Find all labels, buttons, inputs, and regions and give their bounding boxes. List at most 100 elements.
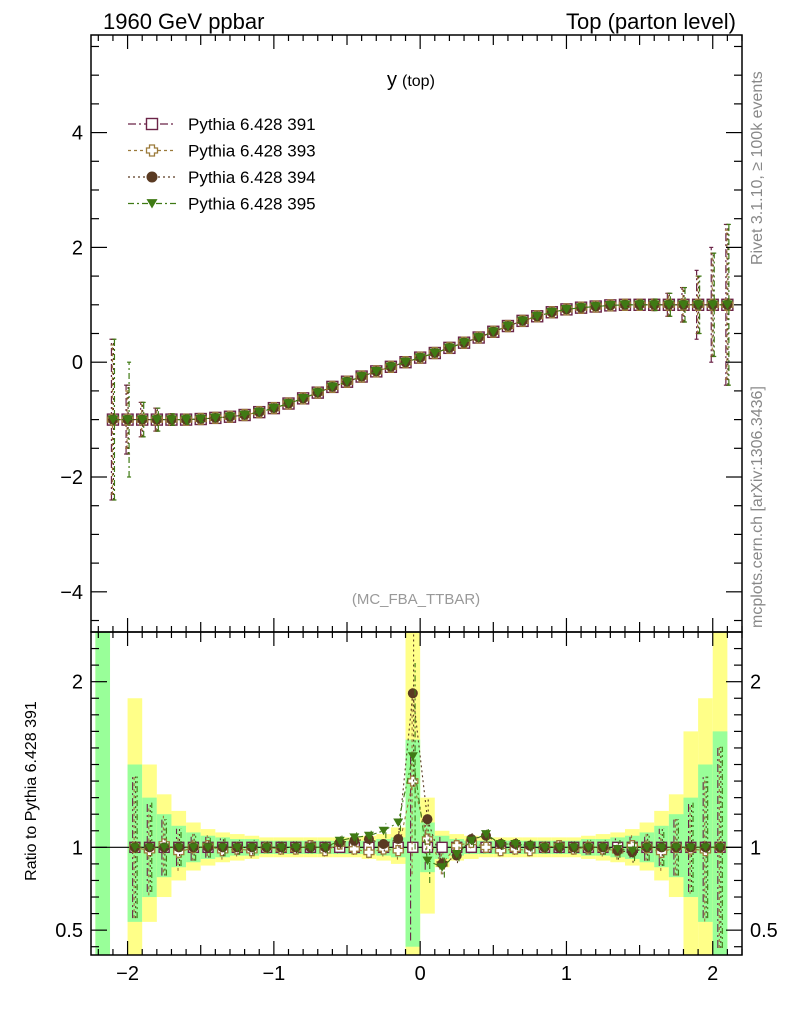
ratio-series-1-point-18 <box>392 844 404 857</box>
ratio-series-3-point-37 <box>671 843 682 852</box>
series-3-point-34 <box>604 300 616 311</box>
legend-label-2: Pythia 6.428 394 <box>188 168 316 187</box>
ratio-series-2-point-18 <box>393 834 404 845</box>
ratio-y-tick-label-right: 0.5 <box>750 920 778 942</box>
ratio-series-3-point-26 <box>510 840 521 849</box>
header-process-label: Top (parton level) <box>566 9 736 34</box>
legend-marker-0 <box>145 117 159 131</box>
series-3-point-21 <box>414 353 426 363</box>
ratio-series-2-point-20 <box>422 814 433 825</box>
series-3-point-37 <box>648 300 660 310</box>
ratio-uncertainty-bands <box>91 632 742 955</box>
ratio-series-3-point-34 <box>627 846 638 856</box>
ratio-series-3-point-33 <box>612 844 623 854</box>
series-3-point-18 <box>370 366 382 377</box>
series-3-point-40 <box>692 300 704 310</box>
series-3-point-36 <box>634 300 646 310</box>
top-y-tick-label: 2 <box>72 237 83 259</box>
ratio-series-3-point-12 <box>305 843 316 852</box>
series-3-point-25 <box>473 333 485 343</box>
series-3-point-0 <box>107 415 119 425</box>
ratio-panel-frame <box>90 631 743 956</box>
ratio-series-3-point-15 <box>349 833 360 842</box>
ratio-series-3-point-16 <box>363 831 374 841</box>
series-3-point-28 <box>517 316 529 326</box>
series-3-point-9 <box>239 410 251 420</box>
legend-label-3: Pythia 6.428 395 <box>188 195 316 214</box>
series-3-point-27 <box>502 321 514 331</box>
ratio-series-3-point-24 <box>480 830 491 839</box>
ratio-series-1-point-24 <box>480 841 492 853</box>
main-panel-data <box>106 223 734 501</box>
ratio-series-2-point-17 <box>378 839 389 850</box>
ratio-series-3-point-5 <box>203 843 214 852</box>
legend-label-1: Pythia 6.428 393 <box>188 142 316 161</box>
plot-title-main: y <box>387 69 397 91</box>
ratio-series-2-point-19 <box>407 688 418 699</box>
ratio-panel-data <box>129 632 726 948</box>
plot-title: y (top) <box>387 69 435 91</box>
ratio-series-3-point-2 <box>159 843 170 852</box>
series-3-point-5 <box>180 415 192 425</box>
series-3-point-19 <box>385 362 397 372</box>
series-3-point-33 <box>590 302 602 312</box>
series-3-point-6 <box>195 414 207 424</box>
series-3-point-13 <box>297 393 309 404</box>
series-3-point-30 <box>546 307 558 318</box>
top-y-tick-label: −2 <box>60 467 83 489</box>
ratio-series-3-point-3 <box>173 843 184 852</box>
ratio-series-3-point-17 <box>378 826 389 836</box>
legend-marker-3 <box>146 199 158 209</box>
rivet-version-label: Rivet 3.1.10, ≥ 100k events <box>749 71 766 265</box>
series-3-point-11 <box>268 403 280 414</box>
x-tick-label: 1 <box>561 963 572 985</box>
ratio-series-0-point-21 <box>436 841 448 854</box>
top-y-tick-label: −4 <box>60 582 83 604</box>
ratio-series-3-point-38 <box>685 843 696 852</box>
ratio-series-3-point-13 <box>320 843 331 852</box>
ratio-series-3-point-30 <box>568 843 579 852</box>
series-3-point-31 <box>560 304 572 315</box>
ratio-series-3-point-8 <box>246 843 257 852</box>
x-tick-label: 2 <box>707 963 718 985</box>
ratio-series-3-point-23 <box>466 836 477 846</box>
series-3-point-1 <box>122 415 134 425</box>
ratio-y-tick-label-left: 2 <box>72 672 83 694</box>
series-3-point-24 <box>458 338 470 348</box>
ratio-series-1-point-15 <box>348 843 360 855</box>
series-3-point-26 <box>487 327 499 337</box>
series-3-point-2 <box>136 415 148 425</box>
ratio-series-3-point-9 <box>261 843 272 852</box>
x-tick-label: −1 <box>262 963 285 985</box>
legend-marker-2 <box>146 171 158 183</box>
series-3-point-7 <box>209 413 221 423</box>
series-3-point-41 <box>707 300 719 310</box>
series-3-point-22 <box>429 348 441 358</box>
ratio-series-3-point-31 <box>583 843 594 852</box>
ratio-series-3-point-32 <box>598 843 609 852</box>
ratio-series-3-point-28 <box>539 843 550 852</box>
band-inner-0 <box>95 632 111 955</box>
ratio-series-3-point-36 <box>656 843 667 852</box>
series-3-point-4 <box>165 415 177 425</box>
series-3-point-17 <box>356 372 368 382</box>
analysis-label: (MC_FBA_TTBAR) <box>352 591 480 608</box>
plot-title-sub: (top) <box>402 73 435 90</box>
series-3-point-38 <box>663 300 675 310</box>
top-y-tick-label: 4 <box>72 123 83 145</box>
ratio-series-3-point-4 <box>188 843 199 852</box>
ratio-series-3-point-11 <box>290 843 301 852</box>
series-3-point-14 <box>312 388 324 398</box>
series-3-point-39 <box>677 300 689 310</box>
ratio-series-3-point-25 <box>495 840 506 849</box>
x-tick-label: 0 <box>415 963 426 985</box>
ratio-y-tick-label-left: 1 <box>72 837 83 859</box>
x-tick-label: −2 <box>116 963 139 985</box>
series-3-point-15 <box>326 382 338 392</box>
header-energy-label: 1960 GeV ppbar <box>103 9 264 34</box>
series-3-point-8 <box>224 412 236 422</box>
ratio-series-3-point-6 <box>217 843 228 852</box>
legend-label-0: Pythia 6.428 391 <box>188 115 316 134</box>
legend-marker-1 <box>145 144 159 157</box>
ratio-axis-label: Ratio to Pythia 6.428 391 <box>23 701 40 881</box>
